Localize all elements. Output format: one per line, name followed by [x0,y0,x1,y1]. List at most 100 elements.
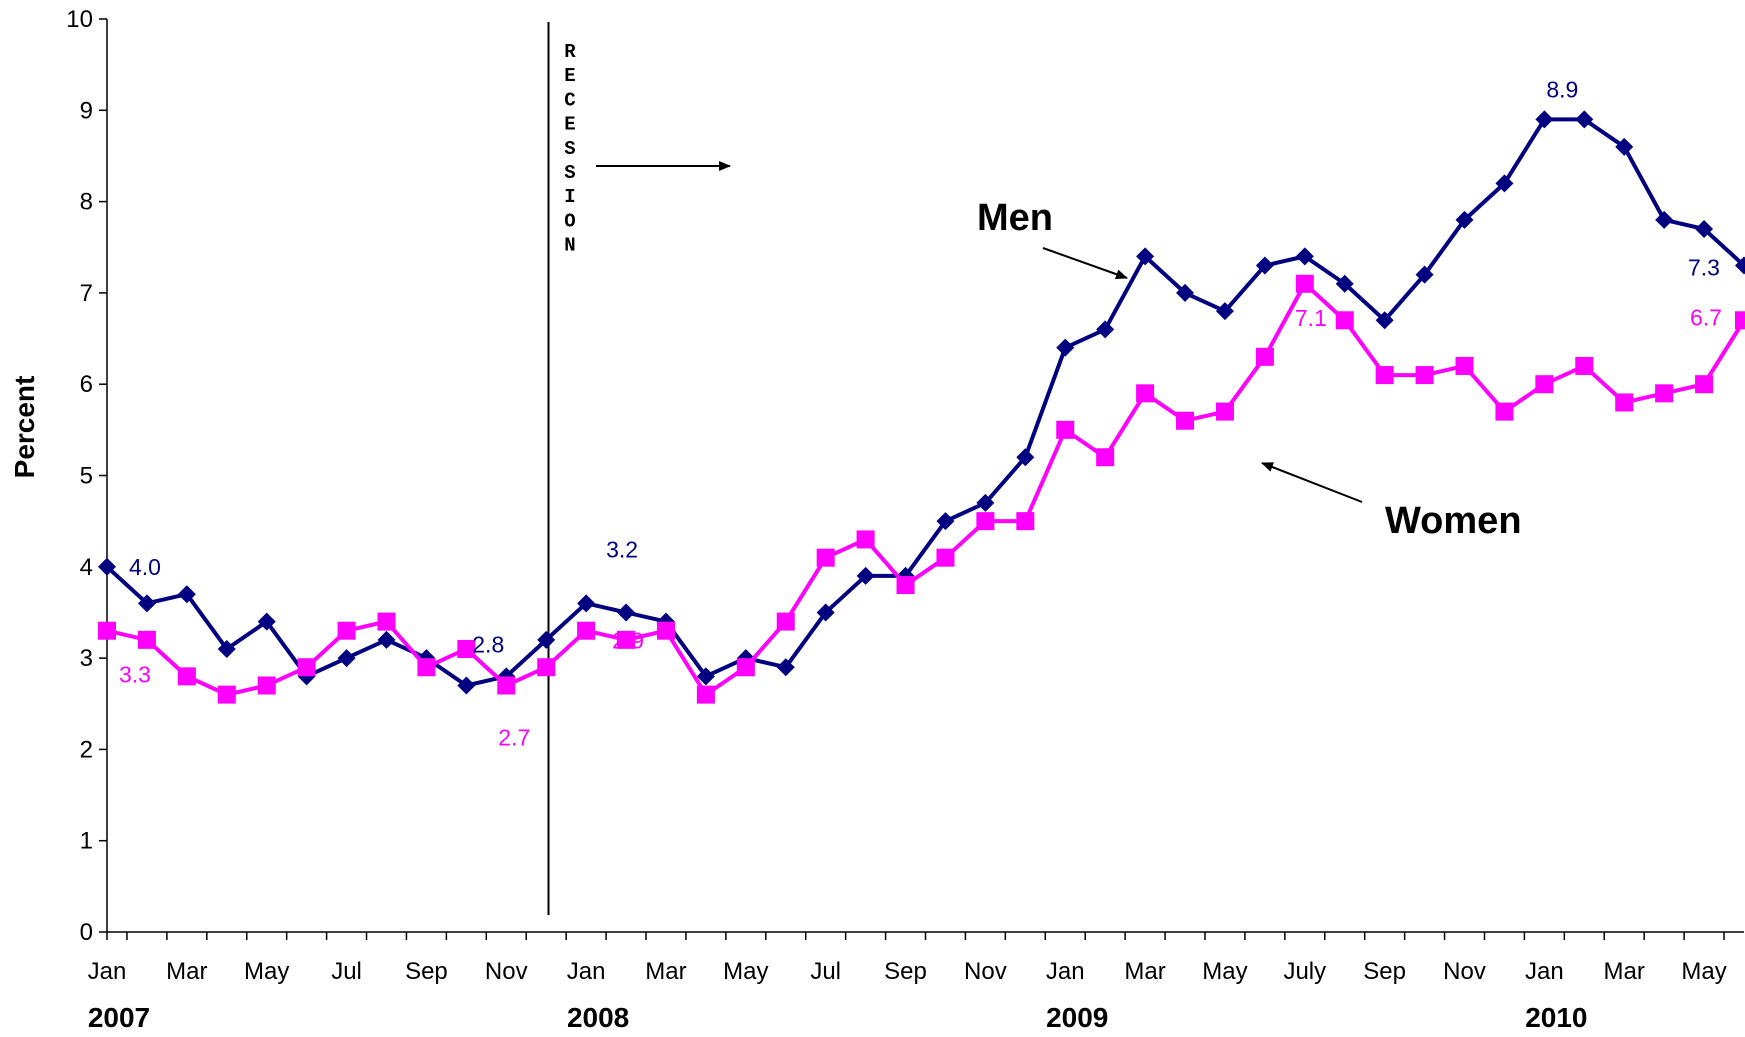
data-point-men [1415,265,1434,284]
data-label-men: 4.0 [129,554,161,580]
data-point-women [856,530,875,549]
x-tick-label: Mar [1124,958,1165,985]
women-label: Women [1385,500,1522,542]
series-women [98,274,1745,704]
series-line-men [105,117,1745,688]
recession-letter: O [564,210,575,232]
recession-letter: S [564,162,575,184]
data-point-women [1735,311,1745,330]
year-label: 2008 [567,1002,629,1033]
x-tick-label: Nov [1443,958,1486,985]
x-tick-label: May [1202,958,1247,985]
data-label-men: 2.8 [472,631,504,657]
men-arrow [1042,247,1128,280]
data-point-men [936,512,955,531]
data-label-women: 2.7 [498,724,530,750]
data-point-men [1655,210,1674,229]
x-tick-label: Jan [1046,958,1085,985]
data-point-women [377,612,396,631]
data-point-men [1735,256,1745,275]
y-tick-label: 10 [66,6,93,33]
year-label: 2007 [88,1002,150,1033]
data-point-women [1295,274,1314,293]
data-label-women: 7.1 [1295,305,1327,331]
year-label: 2010 [1525,1002,1587,1033]
x-tick-label: Sep [405,958,448,985]
year-label: 2009 [1046,1002,1108,1033]
x-tick-label: Mar [645,958,686,985]
x-tick-label: May [1681,958,1726,985]
y-tick-label: 7 [80,280,93,307]
data-point-men [696,667,715,686]
y-axis-ticks: 0 1 2 3 4 5 6 7 8 9 10 [66,6,107,946]
data-point-women [936,548,955,567]
y-tick-label: 2 [80,736,93,763]
y-tick-label: 3 [80,645,93,672]
data-point-women [1695,375,1714,394]
data-point-women [1255,347,1274,366]
recession-letter: E [564,114,575,136]
y-tick-label: 5 [80,463,93,490]
women-arrow [1261,462,1363,503]
x-tick-label: Jul [331,958,362,985]
recession-letter: I [564,186,575,208]
men-label: Men [977,197,1053,239]
data-point-men [537,630,556,649]
data-point-men [1056,338,1075,357]
data-point-women [1535,375,1554,394]
data-point-women [896,576,915,595]
data-label-men: 8.9 [1546,76,1578,102]
recession-letter: C [564,89,575,111]
x-tick-label: Jan [88,958,127,985]
x-tick-label: Jan [1525,958,1564,985]
data-point-men [1255,256,1274,275]
data-point-women [417,658,436,677]
data-point-men [1295,247,1314,266]
data-point-men [1695,219,1714,238]
data-point-women [257,676,276,695]
recession-letter: E [564,65,575,87]
series-men [98,110,1745,695]
data-point-women [497,676,516,695]
y-tick-label: 9 [80,97,93,124]
data-point-men [257,612,276,631]
data-point-women [457,639,476,658]
x-tick-label: Nov [964,958,1007,985]
data-point-men [1016,448,1035,467]
data-point-women [217,685,236,704]
data-point-women [1176,411,1195,430]
data-point-women [736,658,755,677]
data-point-men [1096,320,1115,339]
data-point-women [1415,366,1434,385]
data-point-men [1535,110,1554,129]
data-label-women: 2.9 [612,628,644,654]
data-point-men [1176,283,1195,302]
x-axis-ticks: Jan Mar May Jul Sep Nov Jan Mar May Jul Sep Nov Jan M… [88,932,1727,1033]
data-point-women [1575,356,1594,375]
data-point-men [776,658,795,677]
data-point-women [537,658,556,677]
y-tick-label: 8 [80,189,93,216]
data-point-men [1455,210,1474,229]
x-tick-label: May [723,958,768,985]
data-labels: 4.0 2.8 3.2 8.9 7.3 3.3 2.7 2.9 7.1 6.7 [119,76,1722,750]
data-point-women [1455,356,1474,375]
data-point-women [297,658,316,677]
x-tick-label: Mar [166,958,207,985]
data-point-women [1096,448,1115,467]
data-point-women [577,621,596,640]
recession-letter: R [564,41,576,63]
data-point-men [1335,274,1354,293]
data-point-men [137,594,156,613]
y-tick-label: 4 [80,554,93,581]
x-tick-label: May [244,958,289,985]
data-point-women [1335,311,1354,330]
data-point-women [1495,402,1514,421]
data-point-women [1655,384,1674,403]
data-point-women [1016,512,1035,531]
data-point-men [1575,110,1594,129]
data-point-women [617,630,636,649]
data-point-women [976,512,995,531]
